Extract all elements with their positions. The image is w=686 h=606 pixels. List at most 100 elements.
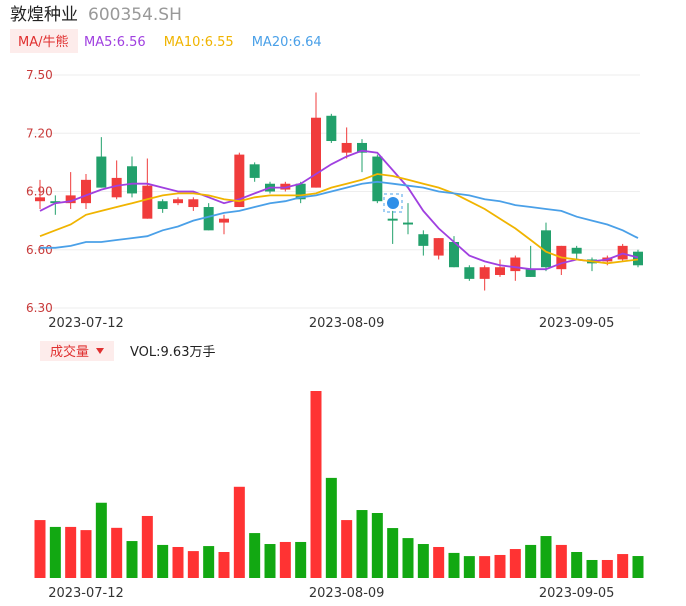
volume-bar	[586, 559, 598, 578]
y-tick-label: 7.50	[26, 68, 53, 82]
x-tick-label: 2023-07-12	[48, 586, 124, 601]
candle-body	[280, 183, 291, 190]
volume-bar	[157, 544, 169, 578]
candle-body	[142, 185, 153, 219]
candle-body	[173, 199, 183, 204]
candle-body	[387, 218, 398, 221]
volume-bar	[448, 552, 460, 578]
candle-body	[65, 195, 76, 204]
candle-body	[525, 269, 536, 277]
ma-line	[39, 149, 639, 271]
y-tick-label: 7.20	[26, 126, 53, 140]
volume-bar	[65, 526, 77, 578]
candle-body	[203, 207, 214, 231]
x-tick-label: 2023-07-12	[48, 316, 124, 331]
volume-bar	[509, 549, 521, 578]
candle-body	[495, 267, 505, 275]
candle-body	[541, 230, 551, 268]
x-tick-label: 2023-08-09	[309, 586, 385, 601]
volume-bar	[264, 544, 276, 578]
candle-body	[403, 222, 413, 225]
candle-body	[479, 267, 490, 279]
volume-bar	[34, 520, 46, 578]
candle-body	[357, 142, 367, 153]
y-tick-label: 6.30	[26, 301, 53, 315]
candle-body	[633, 251, 643, 266]
volume-bar	[632, 556, 644, 578]
candle-body	[433, 238, 444, 256]
legend-entry: MA10:6.55	[164, 35, 234, 50]
volume-bar	[111, 527, 123, 578]
volume-bar	[494, 554, 506, 578]
candle-body	[219, 218, 229, 223]
volume-bar	[571, 552, 583, 578]
volume-bar	[233, 486, 245, 578]
volume-bar	[555, 544, 567, 578]
candle-body	[372, 156, 383, 202]
dropdown-arrow[interactable]	[96, 348, 104, 354]
candle-body	[127, 166, 137, 194]
volume-label: VOL:9.63万手	[130, 345, 215, 360]
event-badge[interactable]	[383, 193, 403, 213]
volume-bar	[417, 544, 429, 578]
volume-bar	[203, 546, 215, 578]
ma-line	[40, 180, 639, 249]
candle-body	[326, 115, 337, 142]
candle-body	[50, 201, 61, 204]
volume-bar	[479, 556, 491, 578]
volume-bar	[80, 530, 92, 578]
volume-bar	[387, 528, 399, 578]
volume-bar	[525, 544, 537, 578]
volume-bar	[601, 559, 613, 578]
x-tick-label: 2023-08-09	[309, 316, 385, 331]
candle-body	[449, 241, 459, 268]
volume-bar	[325, 477, 337, 578]
volume-bar	[279, 541, 291, 578]
candle-body	[234, 154, 245, 208]
stock-code: 600354.SH	[88, 5, 182, 25]
candle-body	[418, 234, 429, 246]
candle-body	[464, 267, 475, 279]
candle-body	[571, 247, 582, 254]
candle-body	[341, 142, 352, 153]
volume-bar	[341, 520, 353, 578]
volume-dropdown[interactable]: 成交量	[50, 344, 89, 360]
volume-bar	[187, 551, 199, 578]
volume-dropdown-bg[interactable]	[40, 341, 114, 361]
volume-bar	[402, 538, 414, 578]
candle-body	[617, 245, 628, 260]
candle-body	[188, 199, 199, 208]
candle-body	[157, 201, 168, 209]
legend-entry: MA5:6.56	[84, 35, 146, 50]
legend-entry: MA20:6.64	[252, 35, 322, 50]
ma-button[interactable]: MA/牛熊	[18, 34, 69, 50]
candle-body	[96, 156, 107, 188]
y-tick-label: 6.90	[26, 185, 53, 199]
ma-button-bg[interactable]	[10, 29, 78, 53]
volume-bar	[617, 554, 629, 578]
volume-bar	[95, 502, 107, 578]
candle-body	[35, 197, 45, 202]
volume-bar	[371, 513, 383, 578]
badge-icon[interactable]	[387, 197, 399, 209]
badge-frame[interactable]	[383, 193, 403, 213]
volume-bar	[463, 556, 475, 578]
volume-bar	[540, 536, 552, 578]
ma-line	[39, 173, 639, 265]
volume-bar	[310, 391, 322, 578]
candle-body	[81, 179, 91, 204]
stock-name: 敦煌种业	[10, 5, 78, 25]
volume-bar	[249, 533, 261, 578]
x-tick-label: 2023-09-05	[539, 316, 615, 331]
volume-bar	[295, 541, 307, 578]
volume-bar	[126, 541, 138, 578]
candle-body	[311, 117, 321, 188]
y-tick-label: 6.60	[26, 243, 53, 257]
candle-body	[295, 183, 306, 200]
volume-bar	[356, 510, 368, 578]
volume-bar	[141, 515, 153, 578]
x-tick-label: 2023-09-05	[539, 586, 615, 601]
candle-body	[510, 257, 521, 272]
candle-body	[111, 177, 122, 198]
